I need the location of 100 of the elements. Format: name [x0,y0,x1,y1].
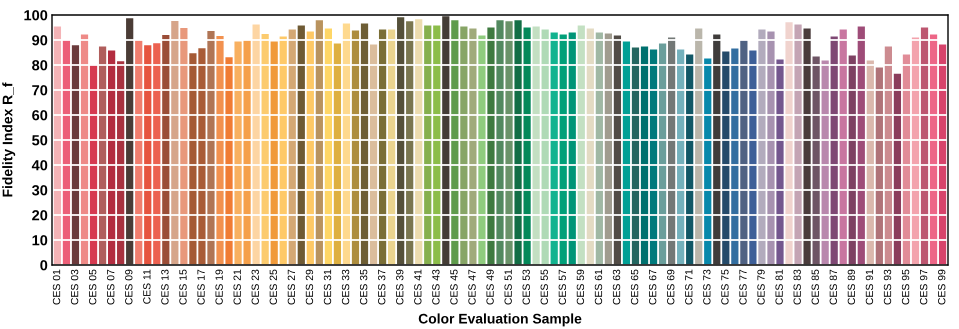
bar [586,28,594,265]
bar [288,30,296,265]
x-tick-label: CES 63 [612,270,620,305]
bar [280,36,287,265]
bar [822,60,829,265]
bar [406,21,414,265]
x-tick-label: CES 17 [197,270,205,305]
y-tick-label: 70 [32,85,48,96]
x-tick-label: CES 27 [288,270,296,305]
bar [415,19,422,265]
y-tick-label: 40 [32,160,48,170]
bar [848,56,856,265]
bar [542,30,549,265]
x-tick-label: CES 99 [938,270,946,305]
bar [117,61,124,265]
x-tick-label: CES 07 [107,270,114,305]
x-tick-label: CES 65 [630,270,638,305]
x-tick-label: CES 69 [667,270,674,305]
x-tick-label: CES 19 [215,270,223,305]
x-tick-label: CES 83 [793,270,801,305]
bar [677,50,684,265]
x-tick-label: CES 15 [179,270,187,305]
x-tick-label: CES 71 [685,270,692,305]
x-tick-label: CES 23 [252,270,259,305]
x-tick-label: CES 01 [52,270,60,305]
x-tick-label: CES 35 [360,270,368,305]
y-tick-label: 20 [32,210,48,220]
x-tick-label: CES 39 [396,270,404,305]
x-tick-label: CES 89 [848,270,856,305]
bar [695,28,702,265]
bar [153,43,160,265]
x-tick-label: CES 85 [812,270,819,305]
bar [876,68,883,265]
x-tick-label: CES 25 [270,270,277,305]
x-tick-label: CES 45 [450,270,458,305]
x-tick-label: CES 73 [703,270,711,305]
x-tick-label: CES 53 [522,270,530,305]
bar [578,26,585,265]
x-tick-label: CES 91 [866,270,874,305]
x-tick-label: CES 79 [757,270,765,305]
x-tick-label: CES 95 [902,270,910,305]
y-tick-label: 50 [32,135,48,146]
y-tick-label: 100 [24,10,48,20]
x-tick-label: CES 55 [540,270,548,305]
bar [451,20,458,265]
y-tick-label: 0 [40,260,48,270]
x-tick-label: CES 47 [468,270,476,305]
x-tick-label: CES 67 [648,270,656,305]
y-tick-label: 10 [32,235,48,246]
y-axis-title: Fidelity Index R_f [2,82,16,197]
bar [306,32,314,265]
x-tick-label: CES 13 [161,270,169,305]
x-tick-label: CES 09 [125,270,132,305]
x-tick-label: CES 87 [830,270,837,305]
x-tick-label: CES 05 [88,270,96,305]
x-axis-title: Color Evaluation Sample [418,313,582,326]
x-tick-label: CES 93 [884,270,892,305]
bar [126,18,134,265]
bar [316,20,323,265]
bar [858,26,865,265]
bar [622,42,630,265]
bar [144,45,152,265]
x-tick-label: CES 41 [414,270,422,305]
x-tick-label: CES 49 [486,270,494,305]
x-tick-label: CES 57 [558,270,566,305]
x-tick-label: CES 29 [306,270,314,305]
bar [234,42,242,265]
x-tick-label: CES 11 [143,270,151,304]
bar [442,16,450,265]
bar [722,52,730,265]
x-tick-label: CES 75 [721,270,729,305]
bar [135,40,142,265]
bar [596,32,603,265]
x-tick-label: CES 21 [233,270,241,305]
y-tick-label: 30 [32,185,48,196]
x-tick-label: CES 03 [70,270,78,305]
bar [397,17,404,265]
x-tick-label: CES 33 [342,270,350,305]
bar [298,26,305,265]
bar [686,54,694,265]
bar [162,35,170,265]
x-tick-label: CES 97 [920,270,928,305]
y-tick-label: 90 [32,35,48,46]
bar [433,26,440,265]
x-tick-label: CES 51 [504,270,512,305]
x-tick-label: CES 81 [775,270,783,305]
x-tick-label: CES 61 [594,270,602,305]
bar [262,34,269,265]
bar [424,26,432,265]
bar [731,48,738,265]
x-tick-label: CES 37 [378,270,386,305]
bar [713,34,720,265]
bar [830,36,838,265]
x-tick-label: CES 31 [324,270,332,305]
bar [171,21,178,265]
bar [550,32,558,265]
bar [866,60,874,265]
x-tick-label: CES 77 [739,270,747,305]
y-tick-label: 80 [32,60,48,70]
x-tick-label: CES 43 [432,270,440,305]
